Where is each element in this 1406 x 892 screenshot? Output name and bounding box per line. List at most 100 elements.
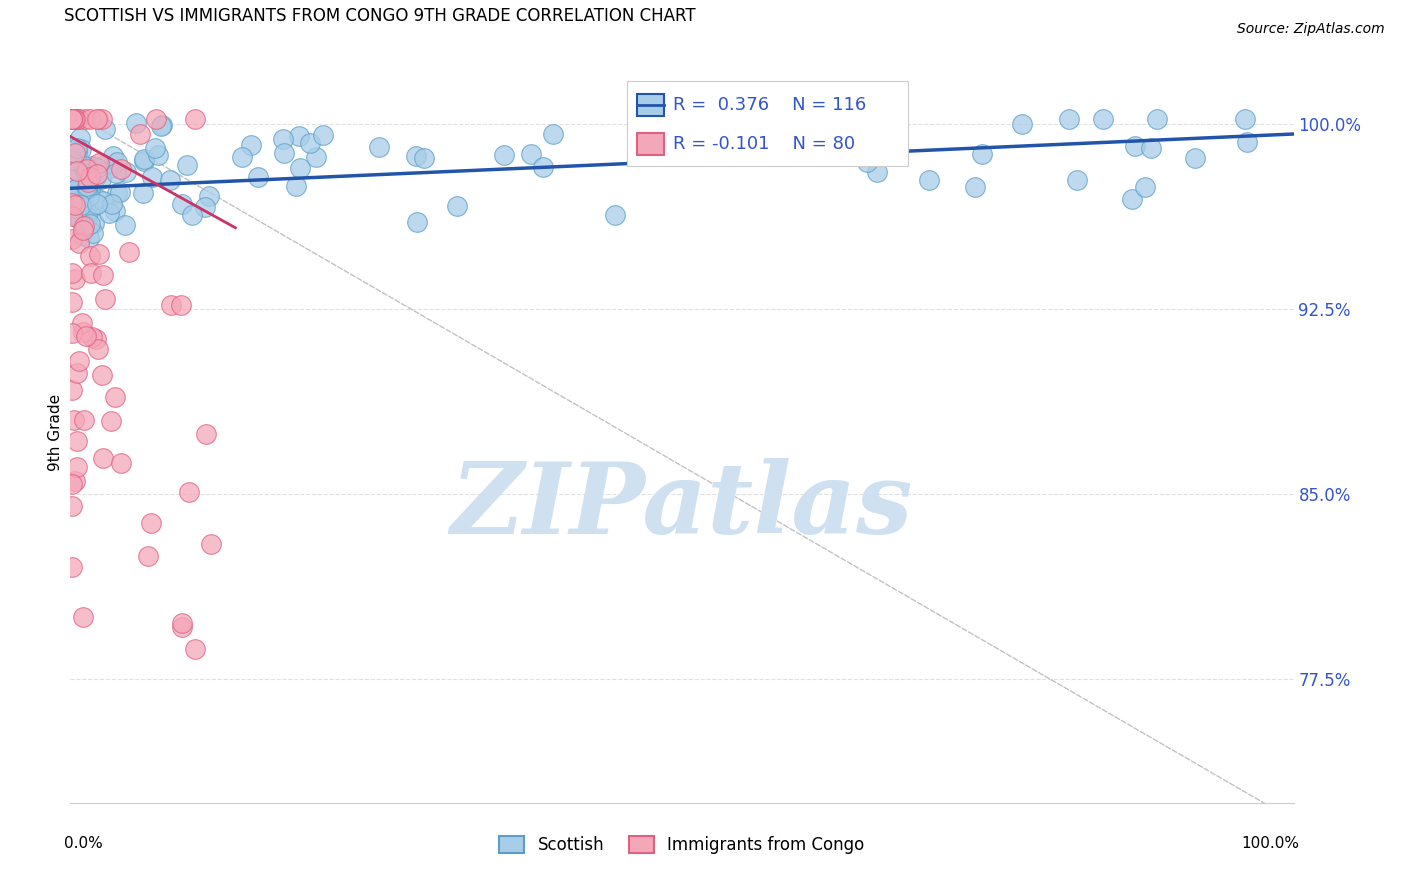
Point [76,178,98,193]
Point [66,145,89,159]
Point [66,210,89,224]
Point [100,414,122,428]
Point [72,223,94,237]
Point [93,158,115,172]
Point [77,189,100,203]
Point [298,136,321,150]
Point [150,120,173,134]
Point [83,198,105,212]
Point [66,112,89,127]
Point [60,112,83,127]
Point [118,245,141,260]
Point [1236,136,1258,150]
Text: R = -0.101    N = 80: R = -0.101 N = 80 [673,135,855,153]
Point [60,196,83,211]
Point [94,292,117,306]
Point [60,209,83,223]
Point [62,412,84,426]
Point [181,208,204,222]
Point [239,138,262,153]
Point [90,172,112,186]
Point [70,227,93,242]
Point [146,148,169,162]
Point [1066,173,1088,187]
Point [1092,112,1115,127]
Point [110,161,132,176]
Point [101,149,124,163]
Point [231,150,253,164]
Text: 100.0%: 100.0% [1241,836,1299,851]
Point [94,121,117,136]
Point [194,426,217,441]
Point [82,226,104,240]
Point [115,165,138,179]
Point [73,182,96,196]
Point [73,188,96,202]
Point [62,191,84,205]
Point [65,366,87,380]
Point [77,168,100,182]
Point [76,161,98,176]
Point [69,197,91,211]
Point [866,165,889,179]
Point [271,132,294,146]
Point [77,231,100,245]
Point [1133,180,1156,194]
Bar [637,133,664,155]
Point [63,169,86,184]
Point [406,215,429,229]
Point [105,154,128,169]
Point [159,172,181,186]
Point [1121,192,1143,206]
Point [72,162,94,177]
Point [1140,141,1163,155]
Point [60,294,83,309]
Point [60,112,83,127]
Point [132,186,155,201]
Point [770,141,793,155]
Point [65,112,87,127]
Point [80,159,103,173]
Point [89,247,111,261]
Point [179,485,201,500]
Bar [627,81,908,166]
Point [136,549,159,564]
Y-axis label: 9th Grade: 9th Grade [48,394,63,471]
Point [63,201,86,215]
Point [312,128,335,142]
Point [86,197,108,211]
Point [100,196,122,211]
Point [73,413,96,427]
Point [170,197,193,211]
Point [132,152,155,166]
Point [1011,117,1033,131]
Point [66,460,89,475]
Point [183,112,205,127]
Text: Source: ZipAtlas.com: Source: ZipAtlas.com [1237,22,1385,37]
Point [290,161,312,176]
Point [60,326,83,340]
Point [66,112,89,127]
Point [73,192,96,206]
Point [305,150,328,164]
Point [86,112,108,127]
Point [170,298,193,312]
Point [60,112,83,127]
Point [77,199,100,213]
Point [543,127,565,141]
Point [827,112,849,127]
Point [368,140,391,154]
Point [98,205,121,219]
Point [287,128,309,143]
Point [67,354,90,368]
Point [60,384,83,398]
Point [76,210,98,224]
Point [62,112,84,127]
Point [60,153,83,168]
Point [246,170,269,185]
Point [60,186,83,201]
Point [69,131,91,145]
Point [405,148,427,162]
Point [91,368,114,382]
Point [65,182,87,196]
